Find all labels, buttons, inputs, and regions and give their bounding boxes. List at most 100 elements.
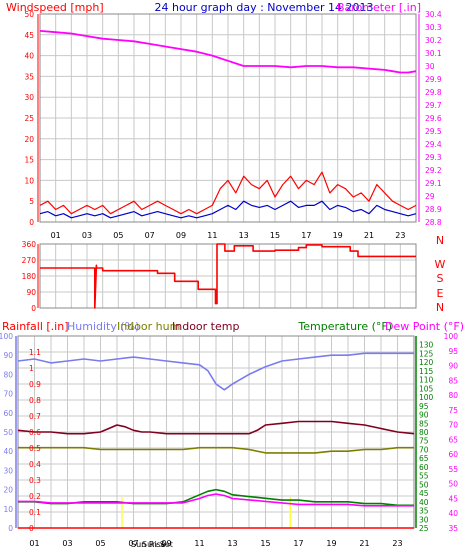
barometer-tick-label: 29.7 [425, 101, 442, 110]
windspeed-tick-label: 30 [24, 93, 34, 102]
hour-tick-label: 07 [145, 231, 155, 240]
temperature-tick-label: 115 [419, 367, 434, 376]
barometer-tick-label: 29.5 [425, 127, 442, 136]
temperature-tick-label: 75 [419, 437, 429, 446]
windspeed-series [39, 171, 417, 215]
rainfall-tick-label: 0.4 [29, 460, 41, 469]
temperature-tick-label: 130 [419, 341, 434, 350]
humidity-tick-label: 40 [3, 447, 13, 456]
rainfall-tick-label: 0.5 [29, 444, 41, 453]
hour-tick-label: 17 [301, 231, 311, 240]
dewpoint-tick-label: 90 [448, 362, 458, 371]
barometer-tick-label: 29.2 [425, 166, 442, 175]
dewpoint-tick-label: 65 [448, 435, 458, 444]
hour-tick-label: 03 [82, 231, 92, 240]
humidity-tick-label: 70 [3, 390, 13, 399]
barometer-series [39, 30, 417, 74]
dewpoint-series [18, 493, 414, 507]
indoor-temp-title: Indoor temp [172, 320, 239, 333]
hour-tick-label: 13 [227, 539, 237, 548]
temperature-tick-label: 95 [419, 402, 429, 411]
rainfall-tick-label: 0.8 [29, 396, 41, 405]
dewpoint-tick-label: 40 [448, 509, 458, 518]
humidity-series [17, 352, 414, 391]
temperature-tick-label: 70 [419, 445, 429, 454]
temperature-tick-label: 45 [419, 489, 429, 498]
windspeed-tick-label: 20 [24, 135, 34, 144]
dewpoint-axis-title: Dew Point (°F) [385, 320, 464, 333]
dewpoint-tick-label: 70 [448, 421, 458, 430]
humidity-tick-label: 60 [3, 409, 13, 418]
dewpoint-tick-label: 85 [448, 376, 458, 385]
grid-panel-2 [39, 243, 417, 309]
compass-label: N [436, 234, 444, 247]
rainfall-tick-label: 0 [29, 524, 34, 533]
temperature-tick-label: 40 [419, 498, 429, 507]
humidity-tick-label: 0 [8, 524, 13, 533]
indoor-temp-series [17, 420, 415, 435]
grid-panel-3 [17, 335, 415, 529]
rainfall-axis-title: Rainfall [.in] [2, 320, 69, 333]
barometer-axis-title: Barometer [.in] [337, 1, 421, 14]
hour-tick-label: 01 [29, 539, 39, 548]
humidity-tick-label: 30 [3, 466, 13, 475]
barometer-tick-label: 29 [425, 192, 435, 201]
hour-tick-label: 21 [359, 539, 369, 548]
temperature-tick-label: 80 [419, 428, 429, 437]
dewpoint-tick-label: 60 [448, 450, 458, 459]
hour-tick-label: 17 [293, 539, 303, 548]
grid-layer [15, 13, 420, 529]
temperature-tick-label: 110 [419, 376, 434, 385]
dewpoint-tick-label: 95 [448, 347, 458, 356]
temperature-tick-label: 85 [419, 419, 429, 428]
dewpoint-tick-label: 80 [448, 391, 458, 400]
rainfall-tick-label: 0.1 [29, 508, 41, 517]
hour-tick-label: 23 [395, 231, 405, 240]
barometer-tick-label: 28.8 [425, 218, 442, 227]
windspeed-tick-label: 40 [24, 52, 34, 61]
grid-panel-1 [39, 13, 417, 223]
humidity-tick-label: 10 [3, 505, 13, 514]
wind-direction-series [40, 243, 416, 309]
windspeed-tick-label: 15 [24, 156, 34, 165]
humidity-tick-label: 90 [3, 351, 13, 360]
humidity-tick-label: 50 [3, 428, 13, 437]
barometer-tick-label: 30 [425, 62, 435, 71]
dewpoint-tick-label: 100 [444, 332, 459, 341]
dewpoint-tick-label: 75 [448, 406, 458, 415]
direction-tick-label: 0 [31, 304, 36, 313]
humidity-axis-title: Humidity (%) [67, 320, 139, 333]
rainfall-tick-label: 0.9 [29, 380, 41, 389]
temperature-tick-label: 55 [419, 472, 429, 481]
rainfall-tick-label: 1 [29, 364, 34, 373]
graph-title: 24 hour graph day : November 14 2013 [154, 1, 373, 14]
hour-tick-label: 21 [364, 231, 374, 240]
indoor-hum-title: Indoor hum [117, 320, 180, 333]
temperature-tick-label: 35 [419, 507, 429, 516]
plot-frame [39, 13, 417, 223]
temperature-tick-label: 25 [419, 524, 429, 533]
direction-tick-label: 360 [22, 240, 37, 249]
temperature-tick-label: 90 [419, 411, 429, 420]
dewpoint-tick-label: 45 [448, 494, 458, 503]
hour-tick-label: 01 [51, 231, 61, 240]
humidity-tick-label: 20 [3, 486, 13, 495]
barometer-tick-label: 30.1 [425, 49, 442, 58]
plot-frame [39, 243, 417, 309]
compass-label: W [435, 258, 446, 271]
compass-label: E [437, 287, 444, 300]
hour-tick-label: 23 [392, 539, 402, 548]
barometer-tick-label: 30.2 [425, 36, 442, 45]
direction-tick-label: 270 [22, 256, 37, 265]
dewpoint-tick-label: 55 [448, 465, 458, 474]
rainfall-tick-label: 0.3 [29, 476, 41, 485]
sun-rise-label: Sun Rise [131, 540, 166, 549]
barometer-tick-label: 29.6 [425, 114, 442, 123]
temperature-tick-label: 50 [419, 480, 429, 489]
hour-tick-label: 09 [161, 539, 171, 548]
temperature-tick-label: 120 [419, 358, 434, 367]
hour-tick-label: 05 [95, 539, 105, 548]
barometer-tick-label: 30.3 [425, 23, 442, 32]
indoor-hum-series [18, 446, 414, 454]
